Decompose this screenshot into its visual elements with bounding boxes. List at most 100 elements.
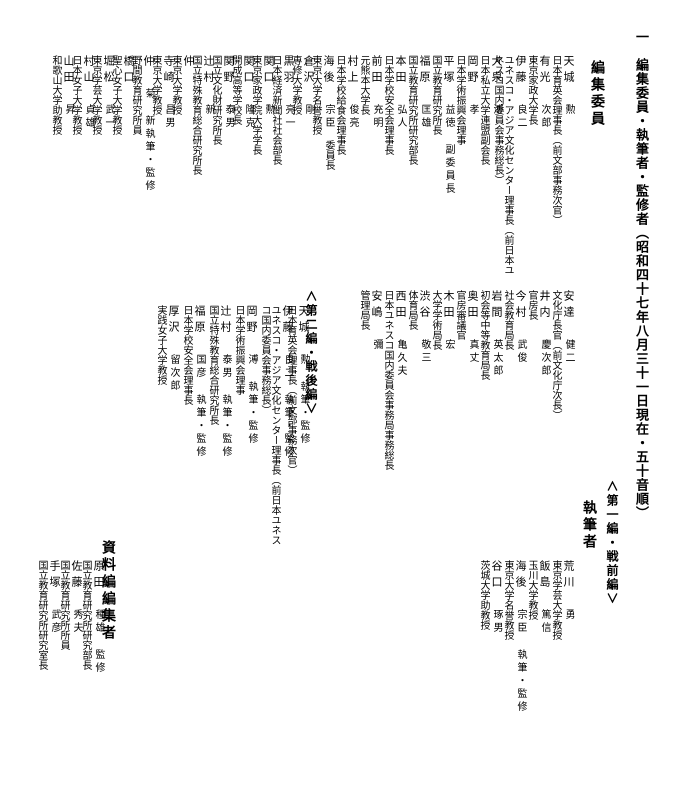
given-name: 留次郎 — [168, 354, 179, 393]
surname: 山田 — [62, 55, 74, 87]
person-name: 海後 宗臣 執筆・監修 — [514, 560, 525, 780]
person-entry: 手塚 武彦国立教育研究所研究室長 — [36, 560, 59, 760]
person-name: 大泉 溥 — [490, 55, 501, 275]
given-name: 次郎 — [539, 104, 550, 130]
person-name: 橋口 — [122, 55, 133, 255]
person-entry: 辻村 新国立特殊教育総合研究所長 — [190, 55, 213, 255]
surname: 平塚 — [442, 55, 454, 87]
surname: 本田 — [394, 55, 406, 87]
person-entry: 荒川 勇東京学芸大学教授 — [550, 560, 573, 780]
person-name: 堀松 武一 — [102, 55, 113, 255]
surname: 伊藤 — [514, 55, 526, 87]
person-entry: 岡野 孝日本学術振興会理事 — [454, 55, 477, 275]
affiliation: 官房審議官 — [454, 290, 464, 510]
given-name: 匡雄 — [419, 104, 430, 130]
person-name: 井内 慶次郎 — [538, 290, 549, 510]
given-name: 武俊 — [515, 339, 526, 365]
given-name: 慶次郎 — [539, 339, 550, 378]
person-name: 天城 勲 — [562, 55, 573, 275]
person-entry: 伊藤 良二 執筆・監修ユネスコ・アジア文化センター理事長（前日本ユネスコ国内委員… — [259, 305, 292, 545]
document-page: 一 編集委員・執筆者・監修者（昭和四十七年八月三十一日現在・五十音順） 編集委員… — [35, 30, 648, 759]
surname: 安嶋 — [370, 290, 382, 322]
given-name: 秀夫 — [71, 609, 82, 635]
surname: 寺崎 — [162, 55, 174, 87]
person-name: 手塚 武彦 — [48, 560, 59, 760]
given-name: 英太郎 — [491, 339, 502, 378]
affiliation: 東京学芸大学教授 — [550, 560, 560, 780]
surname: 伊藤 — [281, 305, 293, 337]
surname: 海後 — [514, 560, 526, 592]
person-name: 岡野 溥 執筆・監修 — [245, 305, 256, 545]
person-name: 岩間 英太郎 — [490, 290, 501, 510]
person-name: 本田 弘人 — [394, 55, 405, 275]
surname: 今村 — [514, 290, 526, 322]
affiliation: 国立教育研究所研究部長 — [406, 55, 416, 275]
given-name: 琢男 — [491, 609, 502, 635]
given-name: 真丈 — [467, 339, 478, 365]
affiliation: 体育局長 — [406, 290, 416, 510]
person-entry: 岡野 溥 執筆・監修日本学術振興会理事 — [233, 305, 256, 545]
person-entry: 厚沢 留次郎実践女子大学教授 — [155, 305, 178, 545]
person-entry: 海後 宗臣 執筆・監修東京大学名誉教授 — [502, 560, 525, 780]
given-name: 溥 執筆・監修 — [246, 354, 257, 446]
surname: 仲 — [182, 55, 194, 71]
surname: 倉沢 — [302, 55, 314, 87]
person-name: 奥田 真丈 — [466, 290, 477, 510]
surname: 村上 — [346, 55, 358, 87]
given-name: 弘人 — [395, 104, 406, 130]
affiliation: 大学学術局長 — [430, 290, 440, 510]
person-entry: 安嶋 彌管理局長 — [358, 290, 381, 510]
person-entry: 岩間 英太郎初会等中等教育局長 — [478, 290, 501, 510]
person-entry: 大泉 溥日本私立大学連盟副会長 — [478, 55, 501, 275]
given-name: 充明 — [371, 104, 382, 130]
person-entry: 村上 俊亮日本学校給食会理事長 — [334, 55, 357, 275]
person-entry: 山田 昇和歌山大学助教授 — [50, 55, 73, 255]
person-entry: 佐藤 秀夫国立教育研究所所員 — [58, 560, 81, 760]
person-name: 仲 — [182, 55, 193, 255]
given-name: 俊亮 — [347, 104, 358, 130]
surname: 原田 — [92, 560, 104, 592]
given-name: 敬三 — [419, 339, 430, 365]
given-name: 勇 — [563, 609, 574, 622]
given-name: 昌男 — [163, 104, 174, 130]
person-entry: 飯島 篤信玉川大学教授 — [526, 560, 549, 780]
person-name: 伊藤 良二 — [514, 55, 525, 275]
surname: 安達 — [562, 290, 574, 322]
person-name: 厚沢 留次郎 — [167, 305, 178, 545]
surname: 渋谷 — [418, 290, 430, 322]
person-name: 福原 匡雄 — [418, 55, 429, 275]
surname: 黒羽 — [282, 55, 294, 87]
affiliation: 東京大学名誉教授 — [502, 560, 512, 780]
person-name: 飯島 篤信 — [538, 560, 549, 780]
given-name: 泰男 執筆・監修 — [220, 354, 231, 459]
surname: 井内 — [538, 290, 550, 322]
given-name: 剛 — [303, 104, 314, 117]
person-name: 荒川 勇 — [562, 560, 573, 780]
given-name: 隆克 — [243, 104, 254, 130]
surname: 辻村 — [219, 305, 231, 337]
given-name: 健二 — [563, 339, 574, 365]
surname: 堀松 — [102, 55, 114, 87]
affiliation: 日本育英会理事長（前文部事務次官） — [550, 55, 560, 275]
person-name: 伊藤 良二 執筆・監修 — [281, 305, 292, 545]
affiliation: 文化庁長官（前文化庁次長） — [550, 290, 560, 510]
section-authors: 執筆者 — [581, 500, 595, 600]
page-title: 一 編集委員・執筆者・監修者（昭和四十七年八月三十一日現在・五十音順） — [635, 30, 648, 770]
given-name: 篤信 — [539, 609, 550, 635]
given-name: 種雄 監修 — [93, 609, 104, 675]
person-entry: 木田 宏大学学術局長 — [430, 290, 453, 510]
person-name: 山田 昇 — [62, 55, 73, 255]
given-name: 貞雄 — [83, 104, 94, 130]
affiliation: 茨城大学助教授 — [478, 560, 488, 780]
surname: 海後 — [322, 55, 334, 87]
person-name: 海後 宗臣 委員長 — [322, 55, 333, 255]
suffix: 委員長 — [323, 130, 334, 170]
person-name: 村山 貞雄 — [82, 55, 93, 255]
surname: 谷口 — [490, 560, 502, 592]
surname: 岡野 — [466, 55, 478, 87]
person-name: 寺崎 昌男 — [162, 55, 173, 255]
given-name: 孝 — [467, 104, 478, 117]
given-name: 勲 — [563, 104, 574, 117]
given-name: 国彦 執筆・監修 — [194, 354, 205, 459]
affiliation: 日本学校安全会理事長 — [382, 55, 392, 275]
